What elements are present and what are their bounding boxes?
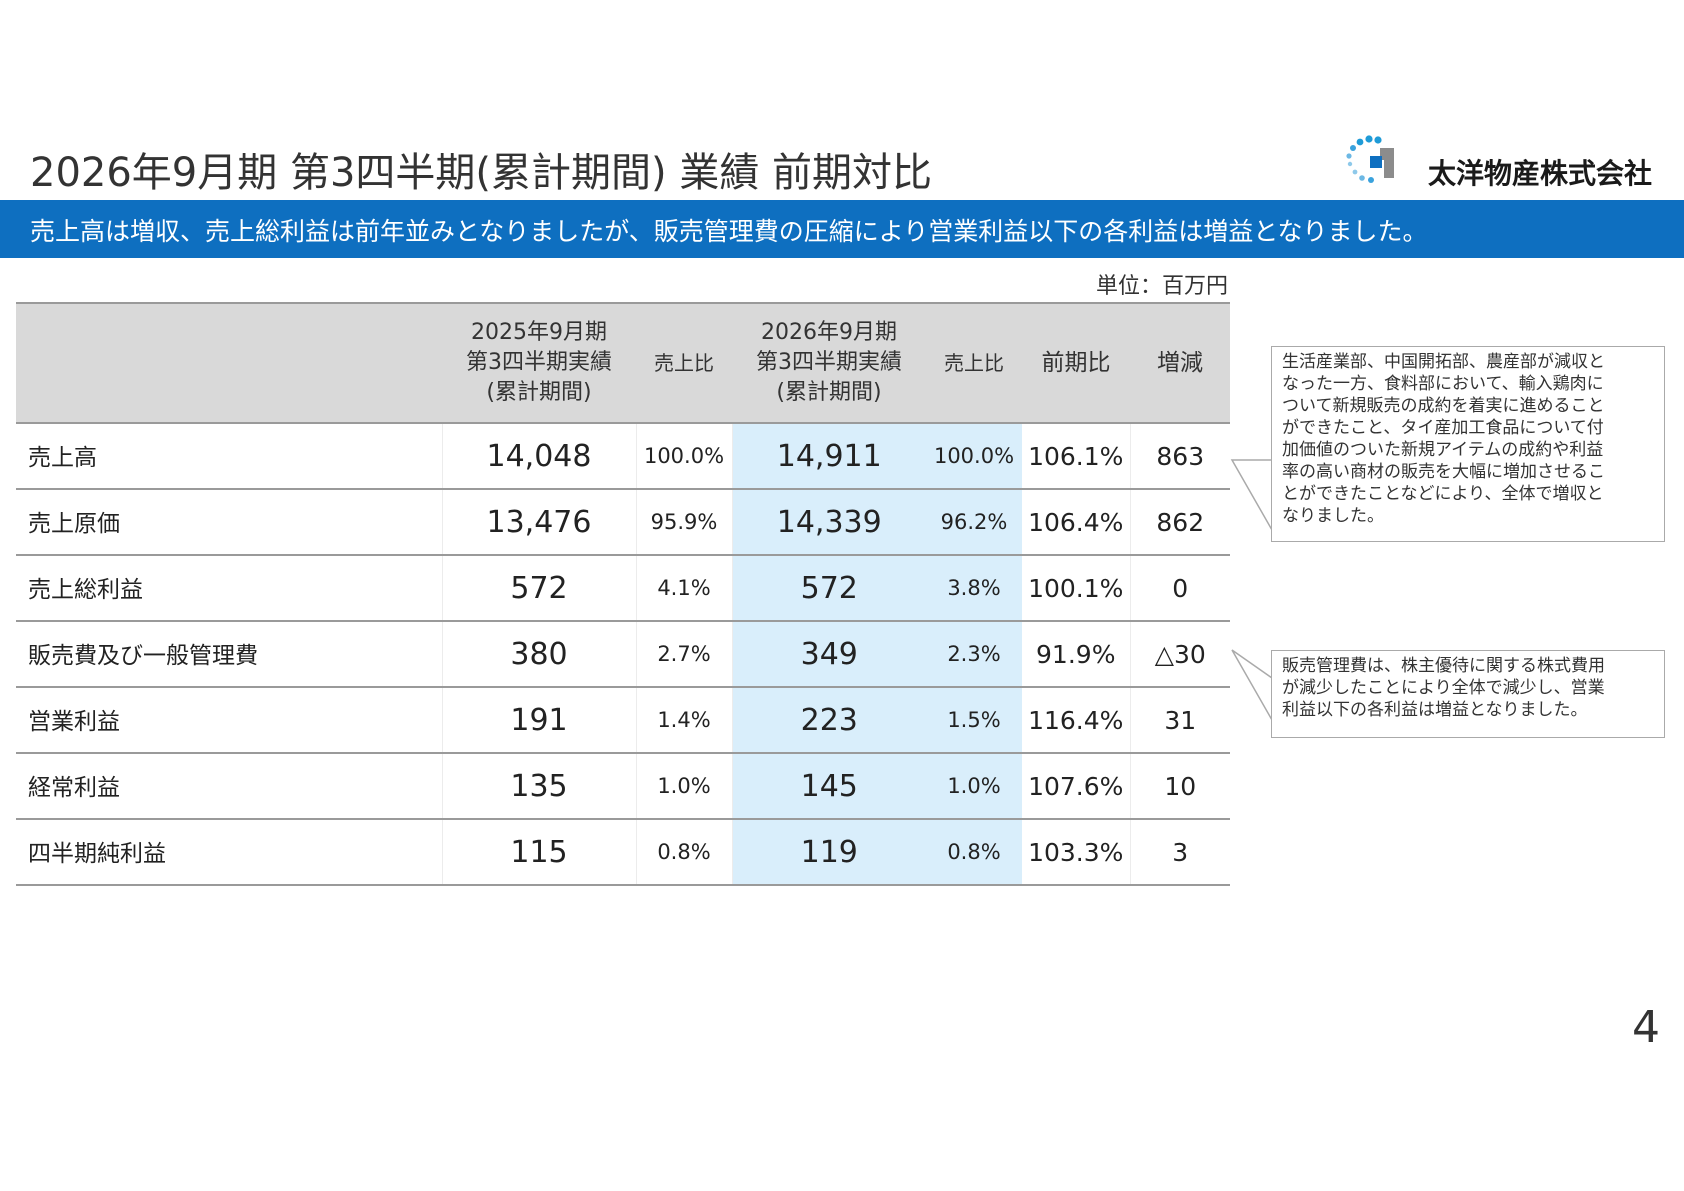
header-yoy: 前期比: [1022, 302, 1130, 423]
prev-value: 135: [442, 753, 637, 820]
table-row: 営業利益 191 1.4% 223 1.5% 116.4% 31: [16, 687, 1230, 754]
row-label: 販売費及び一般管理費: [16, 621, 443, 688]
cur-value: 349: [732, 621, 926, 688]
cur-value: 119: [732, 819, 926, 886]
page-number: 4: [1632, 1002, 1660, 1053]
table-row: 販売費及び一般管理費 380 2.7% 349 2.3% 91.9% △30: [16, 621, 1230, 688]
header-cur-ratio: 売上比: [926, 302, 1022, 423]
diff-value: 31: [1130, 687, 1230, 754]
callout-sales-explanation: 生活産業部、中国開拓部、農産部が減収と なった一方、食料部において、輸入鶏肉に …: [1271, 346, 1665, 542]
company-logo: 太洋物産株式会社: [1340, 132, 1670, 192]
cur-ratio: 3.8%: [926, 555, 1022, 622]
row-label: 売上原価: [16, 489, 443, 556]
header-prev-line2: 第3四半期実績: [466, 350, 612, 375]
callout-pointer-sga: [1231, 649, 1273, 721]
cur-ratio: 2.3%: [926, 621, 1022, 688]
callout-line: なりました。: [1282, 506, 1384, 526]
yoy-value: 91.9%: [1022, 621, 1131, 688]
header-cur-line1: 2026年9月期: [761, 320, 897, 345]
header-prev-ratio: 売上比: [636, 302, 732, 423]
callout-line: ついて新規販売の成約を着実に進めること: [1282, 396, 1605, 416]
callout-line: なった一方、食料部において、輸入鶏肉に: [1282, 374, 1604, 394]
table-row: 売上原価 13,476 95.9% 14,339 96.2% 106.4% 86…: [16, 489, 1230, 556]
row-label: 経常利益: [16, 753, 443, 820]
diff-value: 862: [1130, 489, 1230, 556]
yoy-value: 116.4%: [1022, 687, 1131, 754]
cur-value: 223: [732, 687, 926, 754]
prev-ratio: 0.8%: [636, 819, 733, 886]
prev-ratio: 1.0%: [636, 753, 733, 820]
prev-ratio: 2.7%: [636, 621, 733, 688]
callout-line: 率の高い商材の販売を大幅に増加させるこ: [1282, 462, 1605, 482]
callout-line: 販売管理費は、株主優待に関する株式費用: [1282, 656, 1605, 676]
prev-value: 115: [442, 819, 637, 886]
callout-sga-explanation: 販売管理費は、株主優待に関する株式費用 が減少したことにより全体で減少し、営業 …: [1271, 650, 1665, 738]
diff-value: 10: [1130, 753, 1230, 820]
header-cur-line2: 第3四半期実績: [756, 350, 902, 375]
header-prev-line3: (累計期間): [486, 380, 592, 405]
yoy-value: 106.1%: [1022, 422, 1131, 490]
callout-line: とができたことなどにより、全体で増収と: [1282, 484, 1604, 504]
header-prev-line1: 2025年9月期: [471, 320, 607, 345]
table-header-row: 2025年9月期 第3四半期実績 (累計期間) 売上比 2026年9月期 第3四…: [16, 302, 1230, 423]
cur-value: 572: [732, 555, 926, 622]
cur-ratio: 0.8%: [926, 819, 1022, 886]
diff-value: 863: [1130, 422, 1230, 490]
diff-value: 3: [1130, 819, 1230, 886]
diff-value: △30: [1130, 621, 1230, 688]
page-title: 2026年9月期 第3四半期(累計期間) 業績 前期対比: [30, 150, 933, 196]
company-logo-icon: [1346, 135, 1394, 183]
yoy-value: 100.1%: [1022, 555, 1131, 622]
row-label: 営業利益: [16, 687, 443, 754]
callout-line: 生活産業部、中国開拓部、農産部が減収と: [1282, 352, 1605, 372]
prev-value: 380: [442, 621, 637, 688]
callout-line: 利益以下の各利益は増益となりました。: [1282, 700, 1588, 720]
prev-ratio: 4.1%: [636, 555, 733, 622]
row-label: 売上高: [16, 422, 443, 490]
prev-value: 13,476: [442, 489, 637, 556]
cur-ratio: 1.5%: [926, 687, 1022, 754]
callout-line: 加価値のついた新規アイテムの成約や利益: [1282, 440, 1604, 460]
cur-ratio: 100.0%: [926, 422, 1022, 490]
diff-value: 0: [1130, 555, 1230, 622]
row-label: 売上総利益: [16, 555, 443, 622]
prev-ratio: 95.9%: [636, 489, 733, 556]
yoy-value: 106.4%: [1022, 489, 1131, 556]
results-table: 2025年9月期 第3四半期実績 (累計期間) 売上比 2026年9月期 第3四…: [16, 302, 1230, 886]
cur-value: 14,339: [732, 489, 926, 556]
cur-ratio: 96.2%: [926, 489, 1022, 556]
row-label: 四半期純利益: [16, 819, 443, 886]
unit-label: 単位：百万円: [1095, 274, 1228, 299]
prev-ratio: 100.0%: [636, 422, 733, 490]
header-cur-line3: (累計期間): [776, 380, 882, 405]
yoy-value: 103.3%: [1022, 819, 1131, 886]
callout-line: ができたこと、タイ産加工食品について付: [1282, 418, 1604, 438]
yoy-value: 107.6%: [1022, 753, 1131, 820]
cur-value: 14,911: [732, 422, 926, 490]
table-row: 四半期純利益 115 0.8% 119 0.8% 103.3% 3: [16, 819, 1230, 886]
callout-pointer-sales: [1230, 459, 1273, 531]
prev-ratio: 1.4%: [636, 687, 733, 754]
table-row: 売上高 14,048 100.0% 14,911 100.0% 106.1% 8…: [16, 422, 1230, 490]
header-blank: [16, 302, 442, 423]
header-prev-period: 2025年9月期 第3四半期実績 (累計期間): [442, 302, 636, 423]
prev-value: 572: [442, 555, 637, 622]
header-cur-period: 2026年9月期 第3四半期実績 (累計期間): [732, 302, 926, 423]
summary-banner-text: 売上高は増収、売上総利益は前年並みとなりましたが、販売管理費の圧縮により営業利益…: [30, 217, 1428, 246]
header-diff: 増減: [1130, 302, 1230, 423]
prev-value: 191: [442, 687, 637, 754]
summary-banner: 売上高は増収、売上総利益は前年並みとなりましたが、販売管理費の圧縮により営業利益…: [0, 200, 1684, 258]
prev-value: 14,048: [442, 422, 637, 490]
cur-value: 145: [732, 753, 926, 820]
table-row: 経常利益 135 1.0% 145 1.0% 107.6% 10: [16, 753, 1230, 820]
cur-ratio: 1.0%: [926, 753, 1022, 820]
table-row: 売上総利益 572 4.1% 572 3.8% 100.1% 0: [16, 555, 1230, 622]
callout-line: が減少したことにより全体で減少し、営業: [1282, 678, 1605, 698]
company-name: 太洋物産株式会社: [1428, 157, 1653, 190]
